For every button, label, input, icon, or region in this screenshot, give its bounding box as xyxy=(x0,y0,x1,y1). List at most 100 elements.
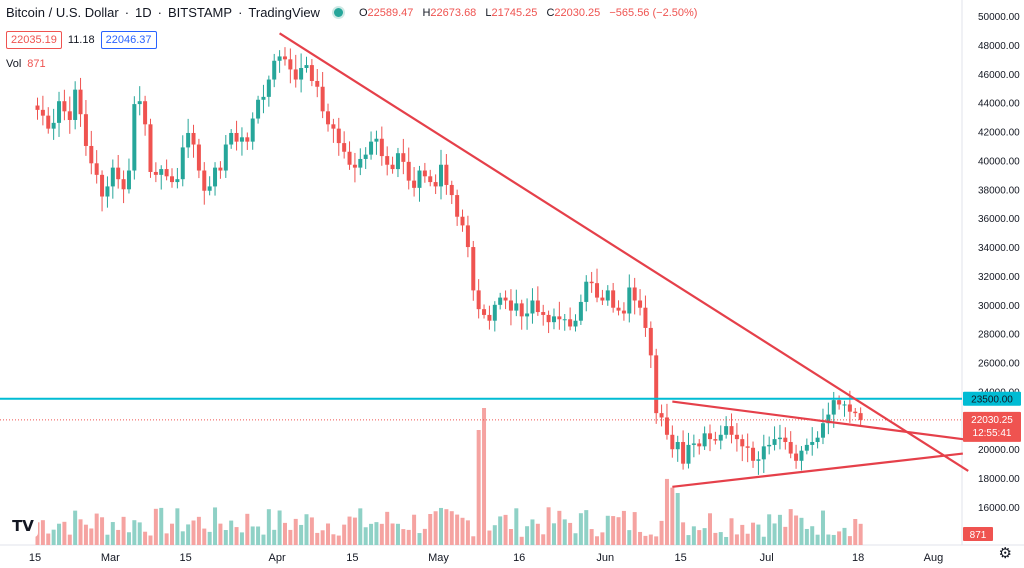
volume-bar xyxy=(551,523,556,545)
volume-bar xyxy=(621,510,626,545)
tradingview-logo-icon[interactable]: TV xyxy=(8,515,38,537)
volume-bar xyxy=(137,522,142,545)
price-axis[interactable] xyxy=(962,0,1024,568)
volume-bar xyxy=(670,487,675,545)
volume-bar xyxy=(471,536,476,545)
x-tick-label: Apr xyxy=(269,552,286,564)
candle-body xyxy=(320,86,325,112)
volume-bar xyxy=(207,531,212,545)
volume-bar xyxy=(761,536,766,545)
x-tick-label: Mar xyxy=(101,552,120,564)
volume-bar xyxy=(535,523,540,545)
volume-bar xyxy=(180,531,185,545)
buy-price-button[interactable]: 22046.37 xyxy=(100,31,157,49)
volume-bar xyxy=(175,508,180,545)
candle-body xyxy=(159,169,164,175)
candle-body xyxy=(460,216,465,226)
candle-body xyxy=(137,101,142,105)
volume-bar xyxy=(379,523,384,545)
candle-body xyxy=(788,442,793,454)
candle-body xyxy=(826,414,831,424)
volume-bar xyxy=(67,534,72,545)
volume-bar xyxy=(266,509,271,545)
candle-body xyxy=(621,310,626,314)
candle-body xyxy=(659,413,664,418)
volume-bar xyxy=(573,533,578,545)
candle-body xyxy=(842,404,847,406)
y-tick-label: 50000.00 xyxy=(978,12,1020,23)
candle-body xyxy=(595,283,600,298)
volume-bar xyxy=(374,522,379,545)
candle-body xyxy=(686,444,691,464)
candle-body xyxy=(422,170,427,177)
volume-bar xyxy=(277,510,282,545)
interval-label[interactable]: 1D xyxy=(135,5,152,20)
candle-body xyxy=(309,65,314,81)
candle-body xyxy=(831,400,836,415)
volume-bar xyxy=(514,508,519,545)
candle-body xyxy=(153,171,158,175)
change-value: −565.56 (−2.50%) xyxy=(609,6,698,19)
volume-bar xyxy=(605,515,610,545)
volume-bar xyxy=(315,532,320,545)
level-price-tag xyxy=(963,391,1021,406)
candle-body xyxy=(589,281,594,284)
candle-body xyxy=(288,59,293,70)
y-tick-label: 18000.00 xyxy=(978,474,1020,485)
trend-line[interactable] xyxy=(672,400,974,442)
volume-bar xyxy=(810,526,815,545)
y-tick-label: 32000.00 xyxy=(978,272,1020,283)
symbol-name[interactable]: Bitcoin / U.S. Dollar xyxy=(6,5,119,20)
volume-bar xyxy=(681,522,686,545)
y-tick-label: 34000.00 xyxy=(978,243,1020,254)
volume-bar xyxy=(826,534,831,545)
volume-bar xyxy=(309,517,314,545)
volume-bar xyxy=(40,520,45,545)
candle-body xyxy=(57,101,62,123)
candle-body xyxy=(148,124,153,172)
spread-value: 11.18 xyxy=(67,34,95,46)
volume-bar xyxy=(815,534,820,545)
exchange-label: BITSTAMP xyxy=(168,5,233,20)
candle-body xyxy=(600,297,605,301)
bar-countdown-label: 12:55:41 xyxy=(973,428,1012,439)
candle-body xyxy=(100,174,105,197)
x-tick-label: May xyxy=(428,552,449,564)
volume-bar xyxy=(729,518,734,545)
sell-price-button[interactable]: 22035.19 xyxy=(6,31,62,49)
candle-body xyxy=(369,141,374,155)
candle-body xyxy=(132,104,137,171)
volume-bar xyxy=(369,523,374,545)
level-price-label: 23500.00 xyxy=(971,395,1013,406)
volume-bar xyxy=(352,517,357,545)
y-tick-label: 46000.00 xyxy=(978,70,1020,81)
x-tick-label: Aug xyxy=(924,552,944,564)
y-tick-label: 40000.00 xyxy=(978,156,1020,167)
candle-body xyxy=(670,434,675,450)
source-label: TradingView xyxy=(248,5,320,20)
candle-body xyxy=(530,300,535,314)
high-value: 22673.68 xyxy=(430,6,477,19)
volume-bar xyxy=(664,478,669,545)
volume-bar xyxy=(740,524,745,545)
candle-body xyxy=(315,80,320,87)
volume-bar xyxy=(282,522,287,545)
candle-body xyxy=(584,281,589,302)
candle-body xyxy=(191,132,196,145)
trend-line[interactable] xyxy=(279,32,969,472)
x-tick-label: 15 xyxy=(29,552,41,564)
volume-bar xyxy=(78,519,83,545)
volume-bar xyxy=(164,533,169,545)
trend-line[interactable] xyxy=(672,452,963,488)
volume-bar xyxy=(428,514,433,545)
candle-body xyxy=(761,446,766,460)
volume-value: 871 xyxy=(27,58,46,70)
volume-bar xyxy=(772,523,777,545)
volume-bar xyxy=(745,533,750,545)
x-tick-label: Jul xyxy=(760,552,774,564)
candle-body xyxy=(734,434,739,440)
gear-icon[interactable]: ⚙ xyxy=(998,545,1012,562)
candle-body xyxy=(611,290,616,308)
candle-body xyxy=(541,312,546,315)
